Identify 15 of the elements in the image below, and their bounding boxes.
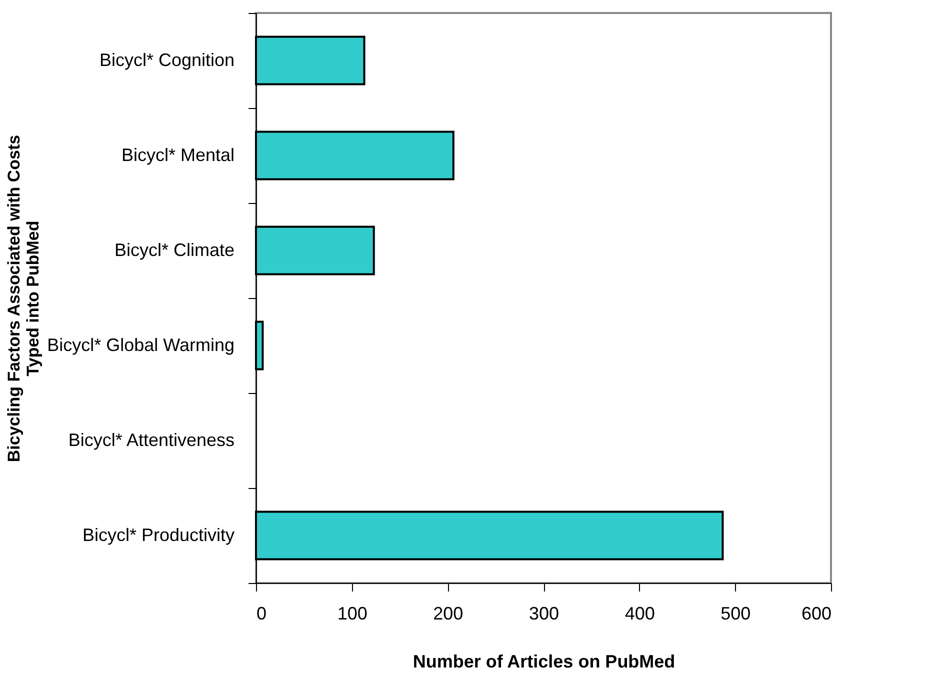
y-tick-label: Bicycl* Productivity [82,525,234,545]
y-tick-label: Bicycl* Global Warming [47,335,234,355]
x-tick-label: 500 [720,604,751,624]
x-tick-label: 100 [337,604,368,624]
x-tick-label: 0 [256,604,267,624]
x-tick-label: 400 [624,604,655,624]
x-axis-title: Number of Articles on PubMed [412,652,676,672]
x-tick-label: 300 [528,604,560,624]
y-tick-label: Bicycl* Mental [121,145,234,165]
x-tick-label: 600 [801,604,832,624]
x-tick-label: 200 [433,604,464,624]
y-axis-title: Bicycling Factors Associated with Costs Typed into PubMed [4,134,42,462]
y-tick-label: Bicycl* Cognition [99,50,234,70]
y-tick-label: Bicycl* Climate [114,240,234,260]
y-tick-label: Bicycl* Attentiveness [68,430,234,450]
